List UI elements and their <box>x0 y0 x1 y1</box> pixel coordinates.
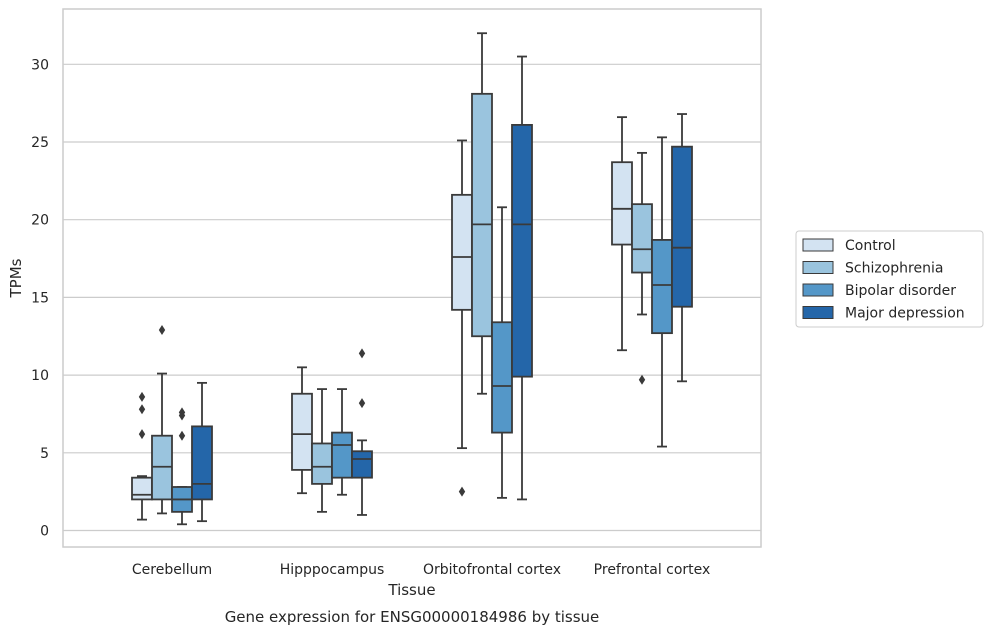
box-group <box>511 55 533 501</box>
box-group <box>191 381 213 523</box>
box <box>511 124 533 378</box>
y-tick-label: 15 <box>31 290 49 306</box>
box-group <box>611 116 633 352</box>
y-tick-label: 0 <box>40 524 49 540</box>
box <box>311 442 333 485</box>
box-group <box>451 139 473 497</box>
box <box>191 425 213 501</box>
box <box>331 431 353 479</box>
y-tick-label: 5 <box>40 446 49 462</box>
x-tick-label: Hipppocampus <box>280 562 385 578</box>
box-group <box>651 136 673 448</box>
x-tick-labels: Cerebellum Hipppocampus Orbitofrontal cort… <box>132 562 710 578</box>
box <box>131 476 153 501</box>
box-group <box>351 348 373 516</box>
legend: Control Schizophrenia Bipolar disorder Majo… <box>795 230 984 328</box>
box <box>451 193 473 311</box>
chart-caption: Gene expression for ENSG00000184986 by t… <box>225 608 600 626</box>
legend-label: Bipolar disorder <box>845 283 956 299</box>
outlier-point <box>638 374 646 385</box>
plot-boxes <box>131 32 693 526</box>
box-group <box>291 366 313 495</box>
box-group <box>631 151 653 385</box>
box <box>631 203 653 274</box>
box <box>491 321 513 434</box>
legend-swatch <box>802 283 834 297</box>
x-tick-label: Prefrontal cortex <box>594 562 711 578</box>
plot-frame <box>62 8 762 548</box>
x-tick-label: Orbitofrontal cortex <box>423 562 561 578</box>
outlier-point <box>458 486 466 497</box>
box <box>611 161 633 246</box>
outlier-point <box>358 348 366 359</box>
box-group <box>491 206 513 499</box>
outlier-point <box>138 429 146 440</box>
outlier-point <box>178 407 186 418</box>
legend-label: Major depression <box>845 306 965 322</box>
y-tick-label: 25 <box>31 135 49 151</box>
box-group <box>131 391 153 521</box>
y-tick-labels: 0 5 10 15 20 25 30 <box>31 57 49 539</box>
y-tick-label: 20 <box>31 213 49 229</box>
box <box>671 145 693 308</box>
outlier-point <box>138 404 146 415</box>
box <box>471 92 493 338</box>
y-axis-title: TPMs <box>7 258 25 298</box>
box <box>291 392 313 471</box>
box-group <box>671 113 693 383</box>
outlier-point <box>158 325 166 336</box>
x-tick-label: Cerebellum <box>132 562 212 578</box>
box <box>351 450 373 479</box>
box-group <box>331 388 353 496</box>
legend-frame <box>795 230 984 328</box>
legend-swatch <box>802 238 834 252</box>
legend-swatch <box>802 306 834 319</box>
legend-swatch <box>802 261 834 274</box>
outlier-point <box>138 391 146 402</box>
outlier-point <box>178 430 186 441</box>
legend-label: Control <box>845 238 896 254</box>
legend-label: Schizophrenia <box>845 261 943 277</box>
box-group <box>151 325 173 515</box>
gridlines <box>63 63 761 532</box>
box <box>651 239 673 335</box>
y-tick-label: 10 <box>31 368 49 384</box>
outlier-point <box>358 398 366 409</box>
y-tick-label: 30 <box>31 57 49 73</box>
x-axis-title: Tissue <box>387 581 435 599</box>
box-group <box>471 32 493 395</box>
